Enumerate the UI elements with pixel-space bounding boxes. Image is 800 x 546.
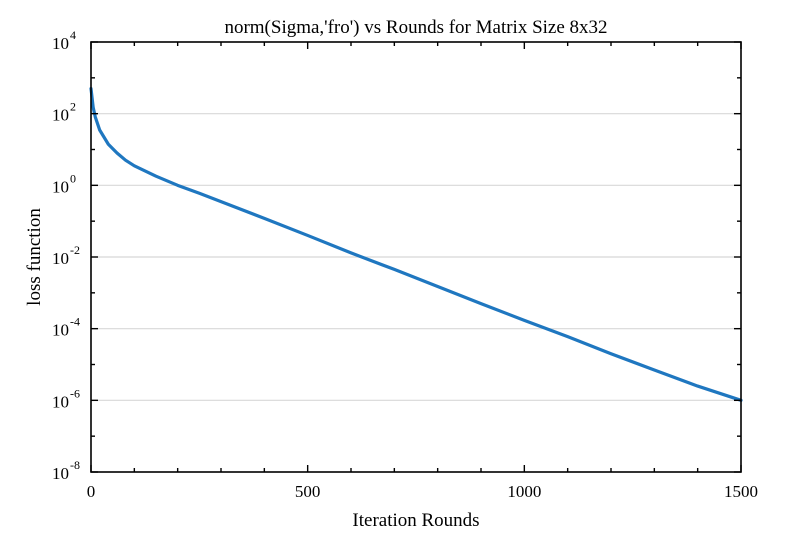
x-tick-label: 1500 [724,482,758,501]
y-tick-label: 10 4 [52,28,76,53]
tick-marks [90,41,742,473]
x-tick-labels: 0 500 1000 1500 [87,482,758,501]
y-tick-base: 10 [52,249,69,268]
y-tick-label: 10 -2 [52,243,80,268]
y-tick-base: 10 [52,392,69,411]
y-tick-base: 10 [52,464,69,483]
y-tick-label: 10 2 [52,100,76,125]
y-tick-base: 10 [52,321,69,340]
x-axis-label: Iteration Rounds [352,510,479,531]
y-tick-exponent: -6 [70,386,80,400]
x-tick-label: 500 [295,482,321,501]
series-line [89,87,743,402]
y-tick-label: 10 -6 [52,386,80,411]
y-tick-exponent: -2 [70,243,80,257]
y-tick-label: 10 -8 [52,458,80,483]
y-tick-label: 10 -4 [52,315,80,340]
y-axis-label: loss function [24,208,45,306]
y-tick-label: 10 0 [52,171,76,196]
x-tick-label: 1000 [507,482,541,501]
y-tick-exponent: 0 [70,171,76,185]
y-tick-exponent: -4 [70,315,80,329]
y-tick-exponent: 2 [70,100,76,114]
series-layer [89,87,743,402]
y-tick-base: 10 [52,106,69,125]
y-tick-exponent: 4 [70,28,76,42]
y-tick-exponent: -8 [70,458,80,472]
y-tick-base: 10 [52,177,69,196]
chart-title: norm(Sigma,'fro') vs Rounds for Matrix S… [224,17,607,38]
y-tick-base: 10 [52,34,69,53]
grid-lines [91,113,741,401]
x-tick-label: 0 [87,482,96,501]
